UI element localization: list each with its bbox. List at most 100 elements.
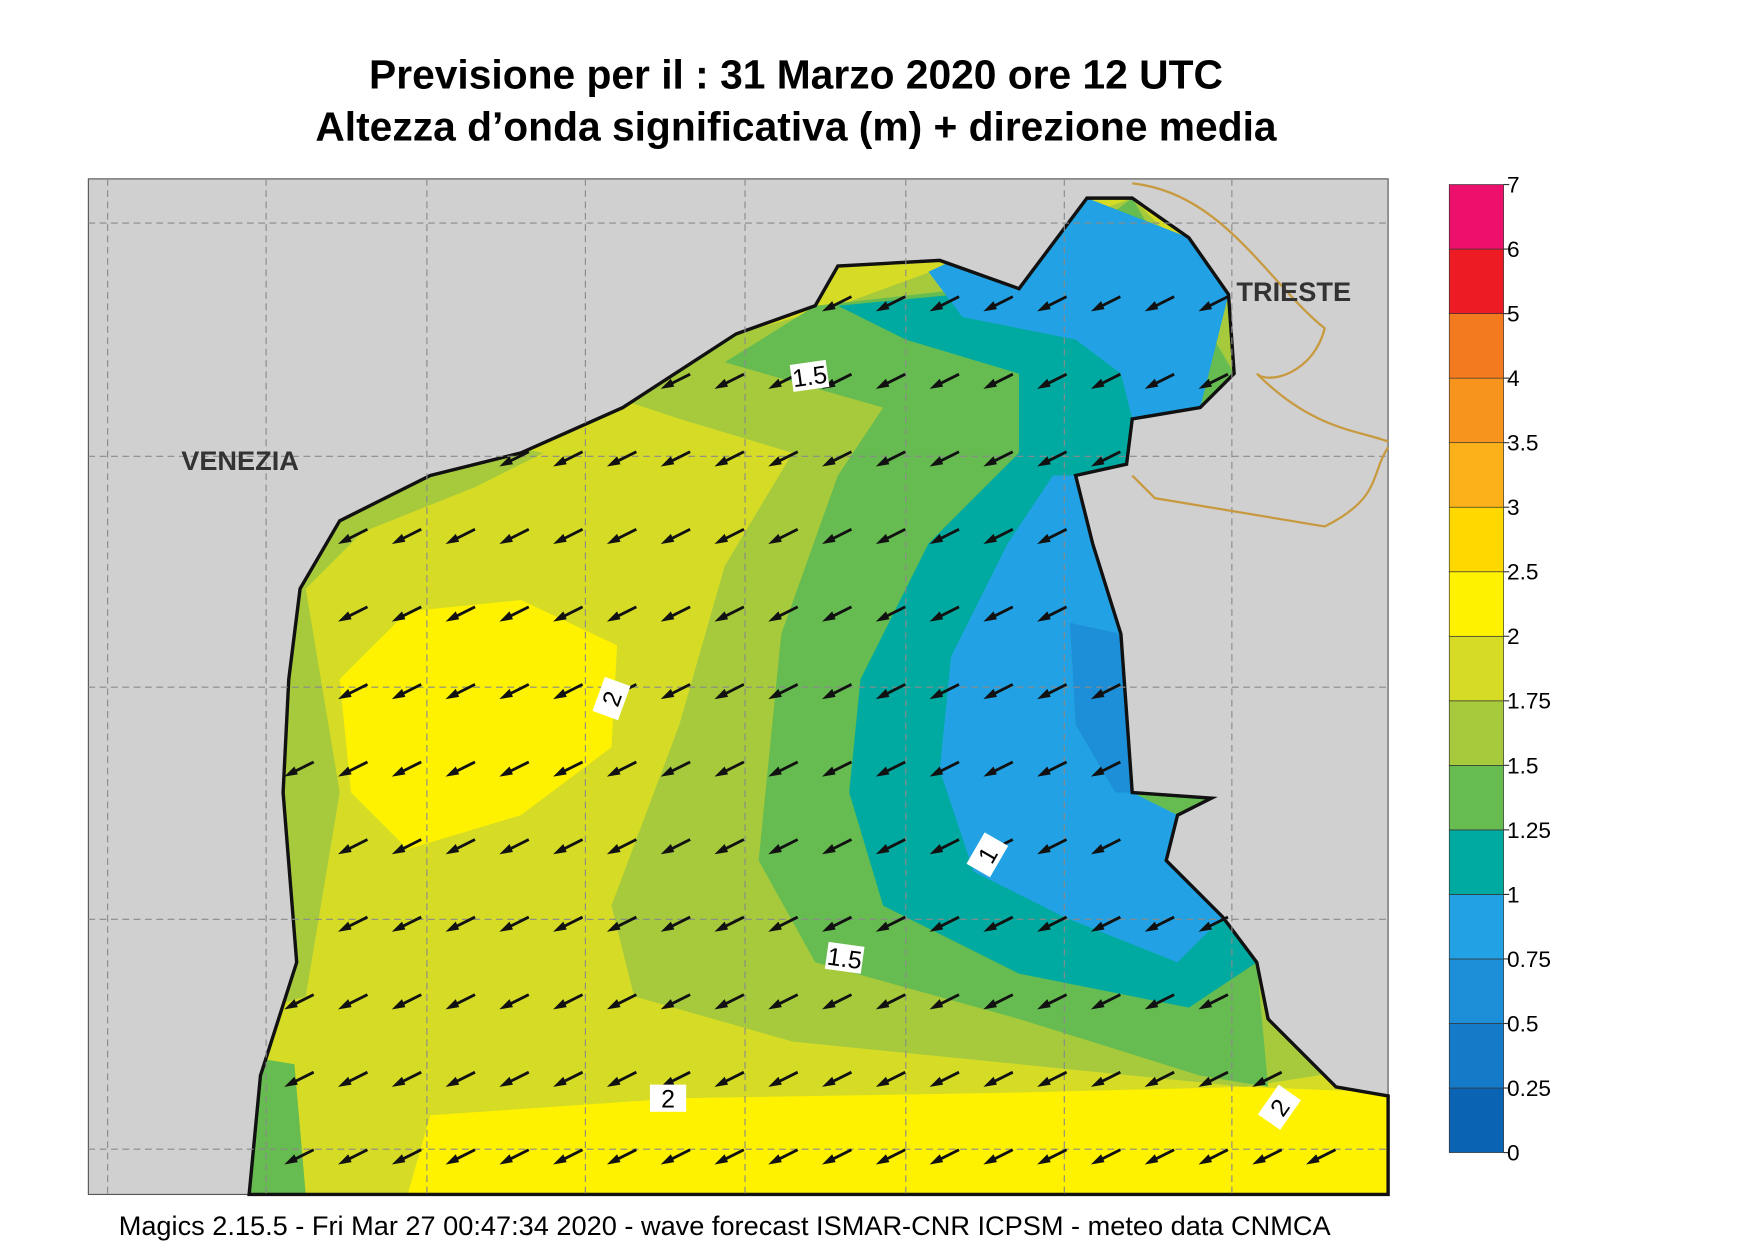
arrow-head	[660, 1154, 675, 1165]
arrow-head	[499, 533, 513, 545]
arrow-head	[768, 1154, 782, 1165]
city-label: VENEZIA	[181, 445, 299, 476]
arrow-head	[768, 921, 782, 932]
colorbar-tick-label: 4	[1507, 366, 1520, 391]
arrow-head	[445, 688, 460, 700]
colorbar-bin	[1448, 894, 1504, 960]
arrow-head	[875, 533, 890, 545]
arrow-head	[1144, 1154, 1159, 1165]
arrow-head	[1144, 921, 1159, 932]
arrow-head	[284, 1154, 298, 1165]
arrow-head	[499, 921, 513, 932]
arrow-head	[391, 1076, 406, 1087]
arrow-head	[714, 999, 729, 1010]
arrow-head	[499, 456, 513, 467]
title-line: Altezza d’onda significativa (m) + direz…	[315, 103, 1277, 149]
arrow-head	[284, 999, 298, 1010]
arrow-head	[445, 533, 460, 545]
colorbar-tick-label: 2.5	[1507, 560, 1538, 585]
arrow-head	[445, 844, 460, 855]
arrow-head	[499, 844, 513, 855]
arrow-head	[983, 611, 997, 622]
colorbar-bin	[1448, 313, 1504, 379]
arrow-head	[391, 999, 406, 1010]
arrow-head	[714, 456, 729, 467]
colorbar-tick-label: 1.75	[1507, 689, 1551, 714]
arrow-head	[929, 533, 944, 545]
arrow-head	[929, 301, 944, 312]
arrow-head	[1037, 921, 1051, 932]
arrow-head	[338, 1076, 352, 1087]
arrow-head	[768, 378, 782, 389]
arrow-head	[1090, 378, 1105, 389]
colorbar-bin	[1448, 1023, 1504, 1089]
arrow-head	[391, 533, 406, 545]
arrow-head	[768, 1076, 782, 1087]
arrow-head	[284, 766, 298, 777]
arrow-head	[875, 301, 890, 312]
arrow-head	[714, 844, 729, 855]
colorbar-bin	[1448, 184, 1504, 250]
arrow-head	[983, 1076, 997, 1087]
contour-label: 2	[649, 1084, 687, 1113]
colorbar-bin	[1448, 635, 1504, 702]
arrow-head	[1198, 1076, 1213, 1087]
colorbar-bin	[1448, 442, 1504, 508]
colorbar-bin	[1448, 700, 1504, 766]
arrow-head	[1198, 921, 1213, 932]
arrow-head	[553, 921, 567, 932]
colorbar-tick-label: 3.5	[1507, 431, 1538, 456]
arrow-head	[553, 999, 567, 1010]
arrow-head	[768, 766, 782, 777]
arrow-head	[1037, 688, 1051, 700]
arrow-head	[1037, 999, 1051, 1010]
arrow-head	[768, 456, 782, 467]
arrow-head	[822, 611, 836, 622]
arrow-head	[875, 844, 890, 855]
colorbar-tick-label: 7	[1507, 172, 1520, 197]
arrow-head	[445, 999, 460, 1010]
colorbar-tick-label: 0	[1507, 1140, 1520, 1165]
border	[1131, 182, 1390, 528]
arrow-head	[1252, 1154, 1266, 1165]
arrow-head	[875, 688, 890, 700]
label-box	[1257, 1084, 1301, 1130]
arrow-head	[822, 999, 836, 1010]
arrow-head	[1037, 1154, 1051, 1165]
colorbar-tick-label: 0.75	[1507, 947, 1551, 972]
arrow-head	[929, 1076, 944, 1087]
arrow-head	[929, 611, 944, 622]
arrow-head	[714, 378, 729, 389]
map-layers: 1.5 2 1 1.5 2 2 VENEZIA TRIESTE	[88, 178, 1390, 1197]
arrow-head	[875, 611, 890, 622]
title-line: Previsione per il : 31 Marzo 2020 ore 12…	[369, 51, 1223, 97]
arrow-head	[983, 301, 997, 312]
arrow-head	[714, 533, 729, 545]
colorbar-bin	[1448, 765, 1504, 831]
arrow-head	[338, 844, 352, 855]
arrow-head	[929, 766, 944, 777]
arrow-head	[338, 1154, 352, 1165]
arrow-head	[1198, 999, 1213, 1010]
arrow-head	[1037, 456, 1051, 467]
label-box	[789, 359, 830, 392]
arrow-head	[1037, 1076, 1051, 1087]
arrow-head	[714, 766, 729, 777]
arrow-head	[768, 611, 782, 622]
arrow-head	[714, 1154, 729, 1165]
colorbar-bin	[1448, 829, 1504, 895]
arrow-head	[338, 688, 352, 700]
arrow-head	[929, 921, 944, 932]
arrow-head	[1144, 301, 1159, 312]
label-box	[592, 676, 631, 721]
arrow-head	[768, 688, 782, 700]
arrow-head	[714, 921, 729, 932]
contour-label: 2	[592, 676, 631, 721]
arrow-head	[822, 301, 836, 312]
arrow-head	[553, 456, 567, 467]
arrow-head	[1037, 766, 1051, 777]
colorbar-tick-label: 0.25	[1507, 1076, 1551, 1101]
city-label: TRIESTE	[1236, 276, 1351, 307]
arrow-head	[929, 999, 944, 1010]
